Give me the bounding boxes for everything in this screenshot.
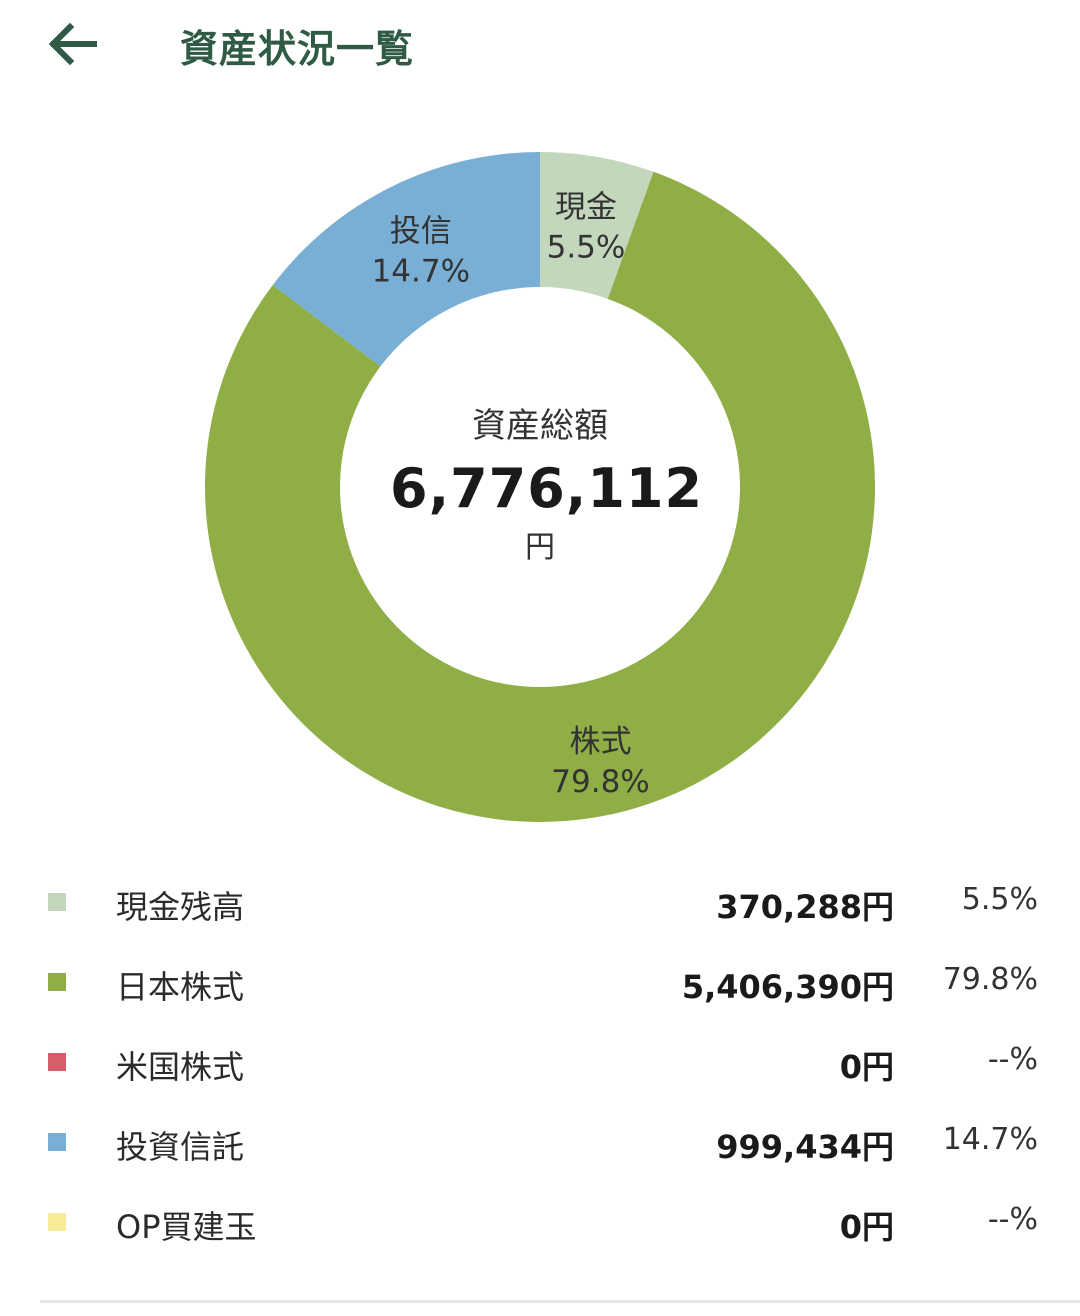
legend-name: 日本株式 [116, 968, 245, 1006]
legend-swatch [48, 1133, 66, 1151]
legend-percent: 79.8% [942, 962, 1038, 997]
total-assets-summary: 資産総額 6,776,112 円 [390, 398, 704, 566]
total-assets-unit: 円 [525, 530, 555, 565]
legend-percent: --% [987, 1202, 1038, 1237]
asset-donut-chart: 現金 5.5% 株式 79.8% 投信 14.7% 資産総額 6,776,112 円 [0, 130, 1080, 850]
legend-row-options[interactable]: OP買建玉 0円 --% [0, 1182, 1080, 1262]
legend-row-japan-stocks[interactable]: 日本株式 5,406,390円 79.8% [0, 942, 1080, 1022]
legend-amount: 0円 [839, 1208, 894, 1246]
legend-swatch [48, 1053, 66, 1071]
total-assets-label: 資産総額 [472, 406, 608, 446]
slice-label-percent: 14.7% [372, 254, 470, 290]
back-button[interactable] [40, 14, 104, 74]
legend-row-cash[interactable]: 現金残高 370,288円 5.5% [0, 862, 1080, 942]
legend-amount: 999,434円 [716, 1128, 894, 1166]
legend-amount: 370,288円 [716, 888, 894, 926]
legend-swatch [48, 973, 66, 991]
slice-label-percent: 5.5% [547, 229, 626, 265]
app-header: 資産状況一覧 [0, 0, 1080, 90]
total-assets-value: 6,776,112 [390, 457, 704, 520]
slice-label-percent: 79.8% [551, 764, 649, 800]
legend-row-us-stocks[interactable]: 米国株式 0円 --% [0, 1022, 1080, 1102]
page-title: 資産状況一覧 [180, 27, 415, 71]
legend-name: 米国株式 [116, 1048, 245, 1086]
legend-name: 投資信託 [116, 1128, 245, 1166]
slice-label-name: 株式 [570, 724, 632, 760]
arrow-left-icon [48, 22, 97, 66]
legend-name: 現金残高 [116, 888, 245, 926]
legend-swatch [48, 893, 66, 911]
legend-name: OP買建玉 [116, 1208, 257, 1246]
donut-svg: 現金 5.5% 株式 79.8% 投信 14.7% [205, 152, 875, 823]
slice-label-name: 投信 [390, 214, 452, 250]
slice-label: 株式 79.8% [551, 724, 649, 800]
asset-legend: 現金残高 370,288円 5.5% 日本株式 5,406,390円 79.8%… [0, 862, 1080, 1262]
donut-slice[interactable] [205, 171, 875, 823]
legend-swatch [48, 1213, 66, 1231]
slice-label: 投信 14.7% [372, 214, 470, 290]
legend-percent: 14.7% [942, 1122, 1038, 1157]
legend-amount: 0円 [839, 1048, 894, 1086]
slice-label-name: 現金 [555, 189, 617, 225]
legend-percent: 5.5% [961, 882, 1038, 917]
legend-amount: 5,406,390円 [681, 968, 894, 1006]
bottom-divider [40, 1300, 1080, 1303]
slice-label: 現金 5.5% [547, 189, 626, 265]
legend-row-investment-trusts[interactable]: 投資信託 999,434円 14.7% [0, 1102, 1080, 1182]
donut-slice[interactable] [540, 152, 654, 299]
donut-slice[interactable] [272, 152, 540, 367]
legend-percent: --% [987, 1042, 1038, 1077]
